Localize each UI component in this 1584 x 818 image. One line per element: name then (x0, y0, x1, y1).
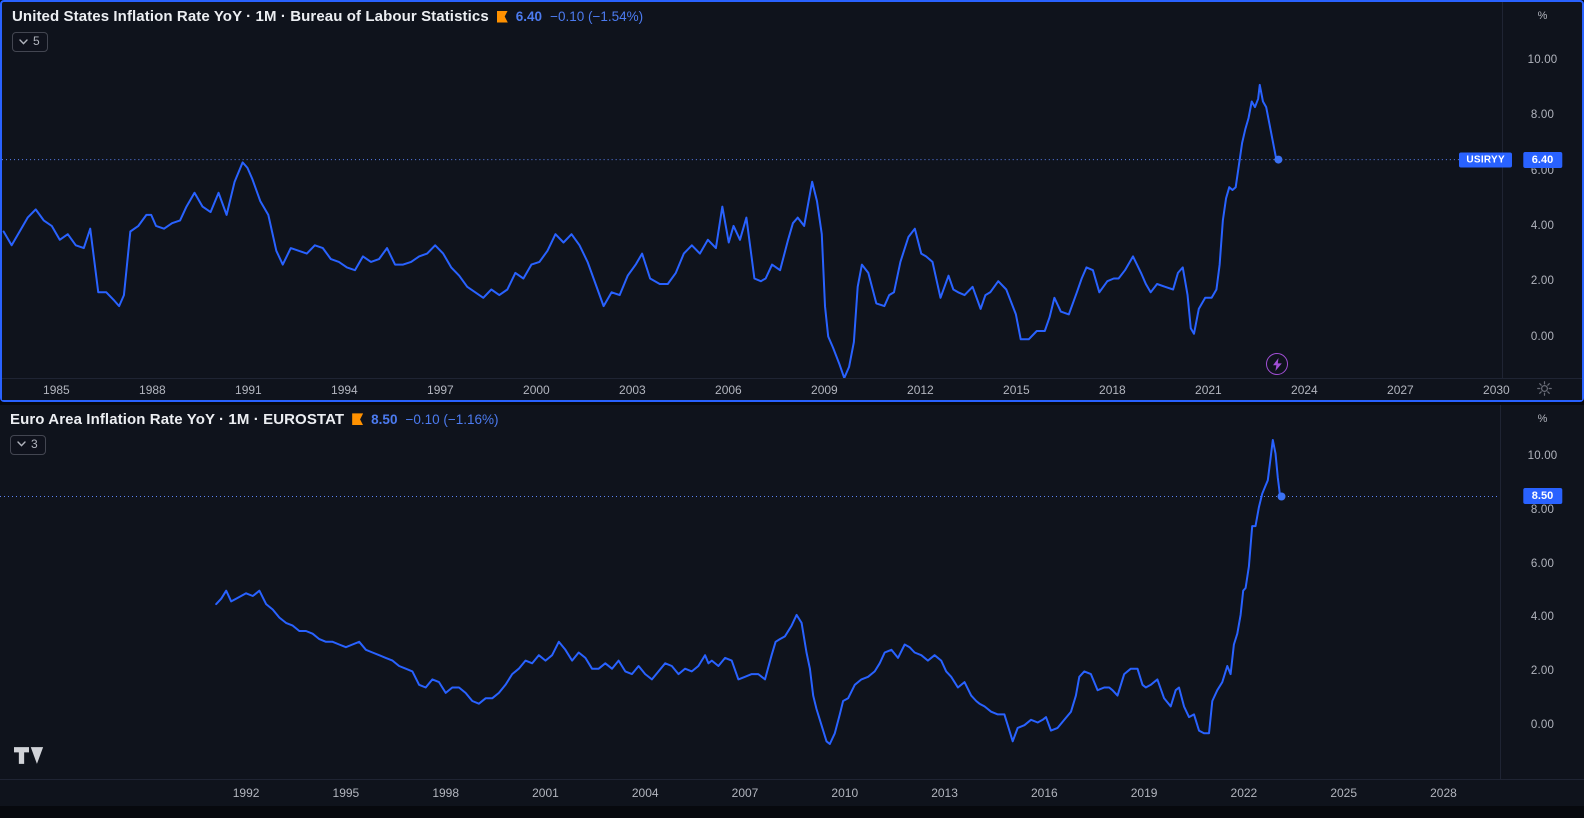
euro-time-axis[interactable]: 1992 1995 1998 2001 2004 2007 2010 2013 2016 2019… (0, 778, 1584, 806)
euro-inflation-line-chart[interactable] (0, 405, 1500, 779)
euro-series-title[interactable]: Euro Area Inflation Rate YoY · 1M · EURO… (10, 410, 345, 428)
price-axis-tick: 0.00 (1530, 719, 1555, 732)
chevron-down-icon (17, 441, 26, 448)
time-axis-tick: 2030 (1483, 382, 1510, 397)
source-flag-icon[interactable] (496, 10, 508, 23)
us-time-axis[interactable]: 1985 1988 1991 1994 1997 2000 2003 2006 2009 2012… (2, 378, 1582, 400)
pane-us-inflation: United States Inflation Rate YoY · 1M · … (0, 0, 1584, 402)
euro-last-value: 8.50 (371, 411, 398, 427)
time-axis-tick: 2015 (1003, 382, 1030, 397)
price-axis-tick: 8.00 (1530, 109, 1555, 122)
price-axis-tick: 4.00 (1530, 611, 1555, 624)
time-axis-tick: 2018 (1099, 382, 1126, 397)
time-axis-tick: 2001 (532, 785, 559, 800)
time-axis-tick: 2028 (1430, 785, 1457, 800)
us-unit-label: % (1537, 10, 1548, 22)
time-axis-tick: 2010 (831, 785, 859, 800)
us-indicator-count: 5 (33, 34, 40, 48)
euro-legend: Euro Area Inflation Rate YoY · 1M · EURO… (10, 411, 499, 455)
us-price-scale[interactable]: % 6.40 10.00 8.00 6.00 4.00 2.00 0.00 (1502, 2, 1582, 378)
euro-unit-label: % (1537, 412, 1548, 425)
time-axis-tick: 2009 (811, 382, 838, 397)
time-axis-tick: 1995 (332, 785, 360, 800)
price-axis-tick: 8.00 (1530, 503, 1555, 516)
time-axis-tick: 1997 (427, 382, 454, 397)
inflation-series-line[interactable] (215, 438, 1283, 745)
chevron-down-icon (19, 38, 28, 45)
time-axis-tick: 1985 (43, 382, 70, 397)
price-axis-tick: 0.00 (1530, 330, 1555, 343)
time-axis-tick: 1992 (232, 785, 260, 800)
price-axis-tick: 10.00 (1527, 54, 1558, 67)
us-last-value: 6.40 (515, 9, 543, 24)
time-axis-tick: 1994 (331, 382, 358, 397)
time-axis-tick: 2019 (1130, 785, 1158, 800)
euro-collapsed-indicators-badge[interactable]: 3 (10, 434, 46, 455)
time-axis-tick: 2024 (1291, 382, 1318, 397)
price-axis-tick: 6.00 (1530, 164, 1555, 177)
us-series-title[interactable]: United States Inflation Rate YoY · 1M · … (12, 8, 489, 25)
us-symbol-price-label[interactable]: USIRYY (1459, 152, 1512, 168)
price-axis-tick: 2.00 (1530, 275, 1555, 288)
us-change-value: −0.10 (−1.54%) (550, 9, 644, 24)
lightning-bolt-icon (1272, 357, 1282, 371)
time-axis-tick: 2027 (1387, 382, 1414, 397)
time-axis-tick: 2021 (1195, 382, 1222, 397)
pane-separator[interactable] (0, 402, 1584, 405)
time-axis-tick: 2012 (907, 382, 934, 397)
price-axis-tick: 2.00 (1530, 665, 1555, 678)
time-axis-tick: 2004 (631, 785, 659, 800)
time-axis-tick: 1991 (235, 382, 262, 397)
time-axis-tick: 2013 (931, 785, 958, 800)
time-axis-settings-gear-icon[interactable] (1537, 380, 1552, 399)
us-chart-plot-area[interactable]: United States Inflation Rate YoY · 1M · … (2, 2, 1512, 378)
euro-change-value: −0.10 (−1.16%) (405, 411, 499, 427)
time-axis-tick: 2025 (1330, 785, 1358, 800)
us-legend: United States Inflation Rate YoY · 1M · … (12, 8, 643, 52)
tradingview-logo[interactable] (14, 747, 44, 769)
time-axis-tick: 2006 (715, 382, 742, 397)
us-collapsed-indicators-badge[interactable]: 5 (12, 32, 48, 52)
euro-price-axis-label[interactable]: 8.50 (1522, 488, 1563, 505)
time-axis-tick: 2000 (523, 382, 550, 397)
euro-indicator-count: 3 (31, 436, 38, 451)
price-axis-tick: 6.00 (1530, 557, 1555, 570)
last-value-marker (1274, 155, 1283, 164)
time-axis-tick: 2003 (619, 382, 646, 397)
time-axis-tick: 1998 (432, 785, 460, 800)
us-price-axis-label[interactable]: 6.40 (1522, 151, 1563, 168)
us-inflation-line-chart[interactable] (2, 2, 1502, 378)
price-axis-tick: 4.00 (1530, 219, 1555, 232)
time-axis-tick: 2022 (1230, 785, 1258, 800)
last-value-marker (1277, 492, 1286, 501)
source-flag-icon[interactable] (352, 413, 364, 426)
euro-price-scale[interactable]: % 8.50 10.00 8.00 6.00 4.00 2.00 0.00 (1500, 404, 1584, 779)
flash-boost-icon[interactable] (1266, 353, 1288, 375)
euro-chart-plot-area[interactable]: Euro Area Inflation Rate YoY · 1M · EURO… (0, 405, 1500, 779)
time-axis-tick: 2016 (1030, 785, 1058, 800)
price-axis-tick: 10.00 (1527, 450, 1558, 463)
bottom-edge-strip (0, 806, 1584, 818)
pane-euro-inflation: Euro Area Inflation Rate YoY · 1M · EURO… (0, 404, 1584, 807)
inflation-series-line[interactable] (2, 83, 1280, 378)
time-axis-tick: 2007 (731, 785, 759, 800)
time-axis-tick: 1988 (139, 382, 166, 397)
